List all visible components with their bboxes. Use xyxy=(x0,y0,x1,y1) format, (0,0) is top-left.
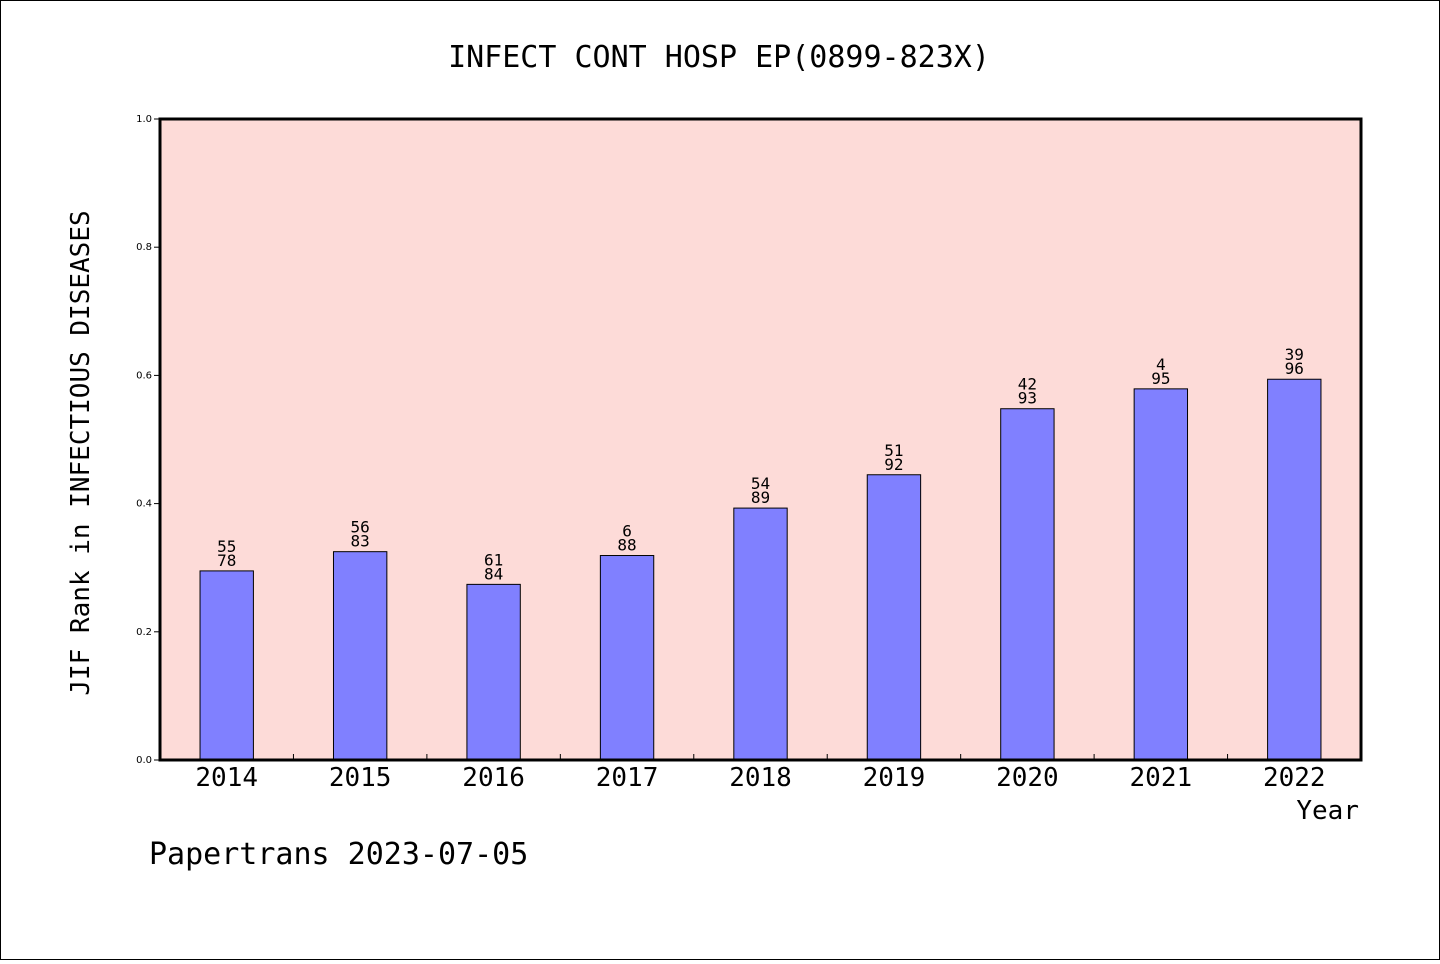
bar-2015 xyxy=(332,551,388,761)
bar-series xyxy=(199,378,1322,761)
y-axis-label: JIF Rank in INFECTIOUS DISEASES xyxy=(66,210,96,695)
bar-rank-label: 6 xyxy=(622,522,632,541)
bar-rank-label: 55 xyxy=(217,537,236,556)
plot-border xyxy=(158,117,1363,762)
x-tick-label: 2020 xyxy=(996,763,1059,793)
y-tick-label: 0.0 xyxy=(136,755,152,766)
y-axis: 0.0 0.2 0.4 0.6 0.8 1.0 xyxy=(136,114,160,766)
x-tick-label: 2021 xyxy=(1130,763,1193,793)
bar-2014 xyxy=(199,570,254,761)
bar-2021 xyxy=(1133,388,1189,761)
bar-rank-label: 56 xyxy=(351,518,370,537)
y-tick-label: 0.6 xyxy=(136,370,152,381)
bar-total-label: 96 xyxy=(1285,359,1304,378)
bar-total-label: 93 xyxy=(1018,389,1037,408)
bar-2016 xyxy=(466,583,521,761)
x-tick-label: 2018 xyxy=(729,763,792,793)
x-axis: 2014 2015 2016 2017 2018 2019 2020 2021 2022 xyxy=(195,754,1326,793)
bar-total-label: 78 xyxy=(217,551,236,570)
bar-2017 xyxy=(599,555,655,761)
bar-rank-label: 42 xyxy=(1018,375,1037,394)
x-tick-label: 2019 xyxy=(863,763,926,793)
x-tick-label: 2022 xyxy=(1263,763,1326,793)
bar-2019 xyxy=(866,474,922,761)
bar-total-label: 89 xyxy=(751,488,770,507)
footer-credit: Papertrans 2023-07-05 xyxy=(149,837,528,872)
bar-total-label: 92 xyxy=(884,455,903,474)
x-axis-label: Year xyxy=(1296,796,1359,826)
bar-2018 xyxy=(733,507,788,761)
bar-2022 xyxy=(1267,378,1322,761)
bar-rank-label: 51 xyxy=(884,441,903,460)
bar-rank-label: 4 xyxy=(1156,355,1166,374)
bar-2020 xyxy=(1000,408,1055,761)
x-tick-label: 2015 xyxy=(329,763,392,793)
y-tick-label: 1.0 xyxy=(136,114,152,125)
y-tick-label: 0.4 xyxy=(136,499,152,510)
y-tick-label: 0.8 xyxy=(136,242,152,253)
bar-total-label: 88 xyxy=(617,536,636,555)
bar-total-label: 83 xyxy=(351,532,370,551)
y-tick-label: 0.2 xyxy=(136,627,152,638)
x-tick-label: 2016 xyxy=(462,763,525,793)
bar-rank-label: 61 xyxy=(484,550,503,569)
chart-title: INFECT CONT HOSP EP(0899-823X) xyxy=(448,40,990,75)
bar-rank-label: 39 xyxy=(1285,345,1304,364)
x-tick-label: 2014 xyxy=(195,763,258,793)
bar-total-label: 84 xyxy=(484,564,503,583)
x-tick-label: 2017 xyxy=(596,763,659,793)
bar-total-label: 95 xyxy=(1151,369,1170,388)
bar-rank-label: 54 xyxy=(751,474,770,493)
